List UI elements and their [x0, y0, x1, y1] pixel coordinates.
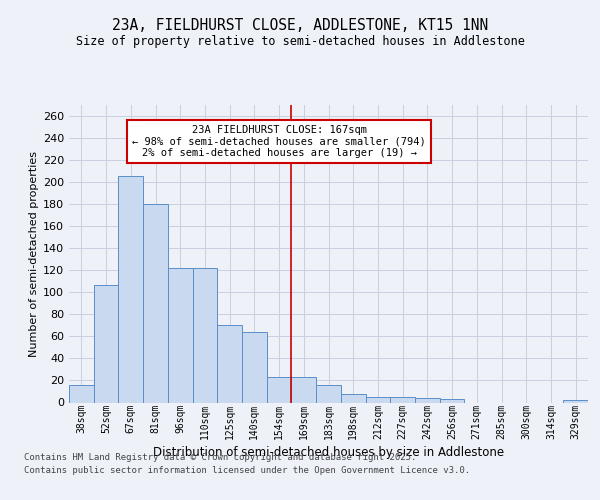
Bar	[217, 326, 242, 402]
Bar	[292, 377, 316, 402]
Bar	[94, 284, 118, 403]
Text: Contains public sector information licensed under the Open Government Licence v3: Contains public sector information licen…	[24, 466, 470, 475]
Text: Contains HM Land Registry data © Crown copyright and database right 2025.: Contains HM Land Registry data © Crown c…	[24, 454, 416, 462]
Bar	[193, 268, 217, 402]
Bar	[415, 398, 440, 402]
Bar	[118, 176, 143, 402]
Bar	[440, 399, 464, 402]
Bar	[168, 268, 193, 402]
Bar	[365, 397, 390, 402]
Bar	[563, 400, 588, 402]
Text: 23A, FIELDHURST CLOSE, ADDLESTONE, KT15 1NN: 23A, FIELDHURST CLOSE, ADDLESTONE, KT15 …	[112, 18, 488, 32]
Bar	[267, 377, 292, 402]
Bar	[143, 204, 168, 402]
Bar	[390, 397, 415, 402]
Bar	[316, 385, 341, 402]
X-axis label: Distribution of semi-detached houses by size in Addlestone: Distribution of semi-detached houses by …	[153, 446, 504, 459]
Bar	[242, 332, 267, 402]
Bar	[69, 385, 94, 402]
Y-axis label: Number of semi-detached properties: Number of semi-detached properties	[29, 151, 39, 357]
Bar	[341, 394, 365, 402]
Text: Size of property relative to semi-detached houses in Addlestone: Size of property relative to semi-detach…	[76, 35, 524, 48]
Text: 23A FIELDHURST CLOSE: 167sqm
← 98% of semi-detached houses are smaller (794)
2% : 23A FIELDHURST CLOSE: 167sqm ← 98% of se…	[132, 125, 426, 158]
